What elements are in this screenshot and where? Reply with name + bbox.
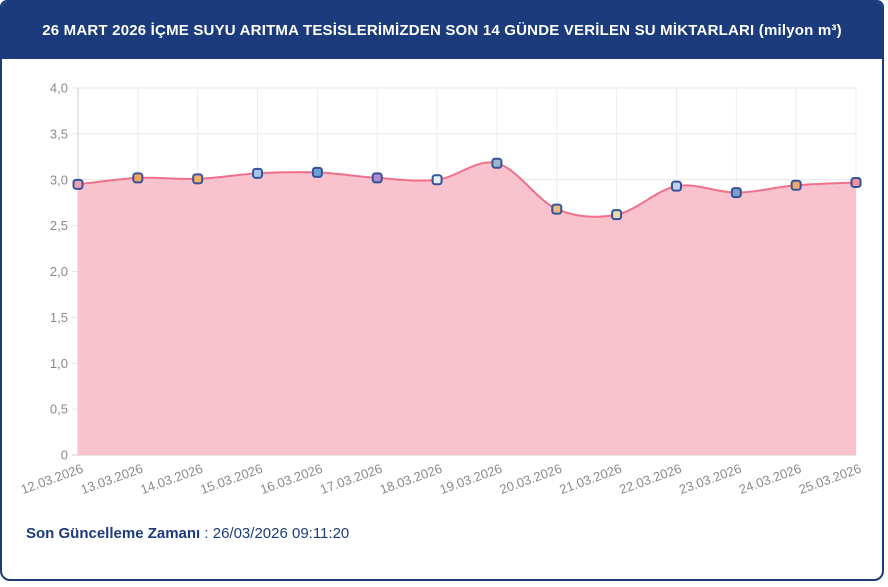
data-point[interactable] bbox=[551, 203, 563, 215]
y-axis-label: 0,5 bbox=[50, 402, 68, 417]
last-update-row: Son Güncelleme Zamanı : 26/03/2026 09:11… bbox=[2, 511, 882, 542]
chart-canvas: 4,0 3,5 3,0 2,5 2,0 1,5 1,0 0,5 012.03.202613.03… bbox=[19, 81, 863, 498]
data-point[interactable] bbox=[611, 209, 623, 221]
x-axis-label: 22.03.2026 bbox=[617, 461, 683, 497]
area-fill bbox=[78, 162, 856, 456]
x-axis-label: 18.03.2026 bbox=[378, 461, 444, 497]
x-axis-label: 16.03.2026 bbox=[258, 461, 324, 497]
y-axis-label: 4,0 bbox=[50, 81, 68, 96]
last-update-label: Son Güncelleme Zamanı bbox=[26, 525, 201, 542]
x-axis-label: 12.03.2026 bbox=[19, 461, 85, 497]
x-axis-label: 25.03.2026 bbox=[797, 461, 863, 497]
data-point[interactable] bbox=[252, 167, 264, 179]
data-point[interactable] bbox=[311, 166, 323, 178]
last-update-separator: : bbox=[200, 525, 213, 542]
y-axis-label: 1,0 bbox=[50, 356, 68, 371]
x-axis-label: 24.03.2026 bbox=[737, 461, 803, 497]
x-axis-label: 19.03.2026 bbox=[438, 461, 504, 497]
y-axis-label: 1,5 bbox=[50, 310, 68, 325]
data-point[interactable] bbox=[431, 174, 443, 186]
x-axis-label: 17.03.2026 bbox=[318, 461, 384, 497]
y-axis-label: 2,0 bbox=[50, 264, 68, 279]
data-point[interactable] bbox=[371, 172, 383, 184]
data-point[interactable] bbox=[192, 173, 204, 185]
area-chart: 4,0 3,5 3,0 2,5 2,0 1,5 1,0 0,5 0 12.03.2026 13.03… bbox=[2, 59, 882, 511]
data-point[interactable] bbox=[730, 187, 742, 199]
series-line bbox=[77, 161, 857, 218]
data-point[interactable] bbox=[670, 180, 682, 192]
x-axis-label: 13.03.2026 bbox=[79, 461, 145, 497]
y-axis-label: 3,5 bbox=[50, 126, 68, 141]
x-axis-label: 15.03.2026 bbox=[198, 461, 264, 497]
y-axis-label: 3,0 bbox=[50, 172, 68, 187]
data-point[interactable] bbox=[132, 172, 144, 184]
data-point[interactable] bbox=[72, 178, 84, 190]
page-title: 26 MART 2026 İÇME SUYU ARITMA TESİSLERİM… bbox=[42, 22, 842, 39]
last-update-value: 26/03/2026 09:11:20 bbox=[212, 525, 350, 542]
data-point[interactable] bbox=[790, 179, 802, 191]
data-point[interactable] bbox=[850, 177, 862, 189]
y-axis-label: 0 bbox=[61, 448, 68, 463]
x-axis-label: 14.03.2026 bbox=[138, 461, 204, 497]
data-point[interactable] bbox=[491, 157, 503, 169]
x-axis-label: 23.03.2026 bbox=[677, 461, 743, 497]
x-axis-label: 21.03.2026 bbox=[557, 461, 623, 497]
title-bar: 26 MART 2026 İÇME SUYU ARITMA TESİSLERİM… bbox=[2, 2, 882, 59]
y-axis-label: 2,5 bbox=[50, 218, 68, 233]
x-axis-label: 20.03.2026 bbox=[498, 461, 564, 497]
